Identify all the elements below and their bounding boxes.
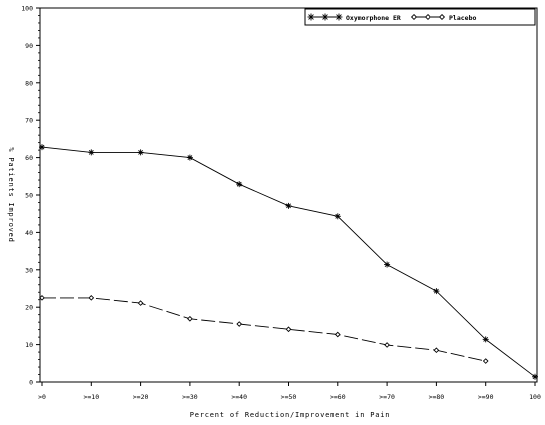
plot-frame — [39, 7, 538, 383]
series-line-1 — [42, 297, 486, 362]
legend-sample-placebo — [410, 13, 446, 21]
legend: Oxymorphone ER Placebo — [304, 8, 536, 26]
y-tick-label: 10 — [25, 341, 33, 349]
y-axis: 0 10 20 30 40 50 60 70 80 90 100 — [21, 5, 40, 387]
data-point — [88, 149, 95, 156]
data-point — [433, 288, 440, 295]
legend-label-oxymorphone: Oxymorphone ER — [346, 14, 401, 22]
asterisk-marker — [307, 13, 315, 21]
data-point — [433, 347, 440, 354]
data-point — [88, 295, 95, 301]
diamond-marker — [438, 13, 446, 21]
x-axis: >0 >=10 >=20 >=30 >=40 >=50 >=60 >=70 >=80 >=90 10… — [38, 382, 541, 401]
y-tick-label: 70 — [25, 117, 33, 125]
x-tick-label: >=50 — [281, 393, 297, 401]
data-point — [236, 321, 243, 327]
x-tick-label: >=30 — [182, 393, 198, 401]
data-point — [334, 331, 341, 338]
y-tick-label: 80 — [25, 79, 33, 87]
y-tick-label: 0 — [29, 379, 33, 387]
legend-sample-oxymorphone — [307, 13, 343, 21]
x-tick-label: >=80 — [429, 393, 445, 401]
data-point — [137, 149, 144, 156]
data-point — [384, 342, 390, 348]
asterisk-marker — [335, 13, 343, 21]
y-axis-title: % Patients Improved — [7, 147, 15, 242]
legend-label-placebo: Placebo — [449, 14, 476, 22]
y-tick-label: 30 — [25, 266, 33, 274]
data-point — [482, 336, 489, 343]
y-tick-label: 20 — [25, 304, 33, 312]
y-tick-label: 40 — [25, 229, 33, 237]
x-tick-label: >=70 — [379, 393, 395, 401]
data-point — [334, 213, 341, 220]
data-point — [482, 358, 489, 364]
x-tick-label: >=40 — [231, 393, 247, 401]
data-point — [137, 300, 144, 306]
data-point — [285, 326, 292, 333]
x-tick-label: >=20 — [133, 393, 149, 401]
y-tick-label: 60 — [25, 154, 33, 162]
series-layer — [39, 144, 538, 380]
data-point — [39, 295, 45, 301]
y-tick-label: 50 — [25, 192, 33, 200]
y-tick-label: 90 — [25, 42, 33, 50]
data-point — [285, 202, 292, 209]
x-axis-title: Percent of Reduction/Improvement in Pain — [190, 411, 391, 419]
data-point — [384, 261, 391, 268]
y-tick-label: 100 — [21, 5, 33, 13]
diamond-marker — [424, 13, 432, 21]
data-point — [532, 373, 538, 380]
series-line-0 — [41, 146, 536, 378]
data-point — [187, 315, 193, 322]
x-tick-label: >=90 — [478, 393, 494, 401]
data-point — [39, 144, 45, 151]
x-tick-label: >=60 — [330, 393, 346, 401]
data-point — [186, 154, 193, 161]
x-tick-label: >0 — [38, 393, 46, 401]
asterisk-marker — [321, 13, 329, 21]
data-point — [236, 181, 243, 188]
x-tick-label: 100 — [529, 393, 541, 401]
x-tick-label: >=10 — [83, 393, 99, 401]
diamond-marker — [410, 13, 418, 21]
